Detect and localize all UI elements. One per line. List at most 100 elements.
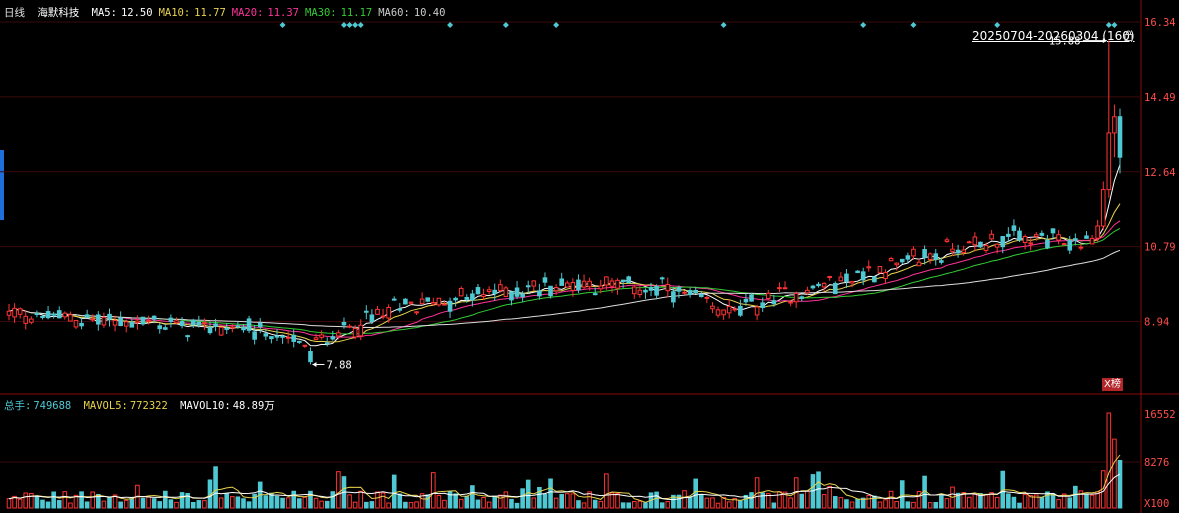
ma-legend-label: MA30: xyxy=(305,7,337,19)
ma-legend-value: 12.50 xyxy=(120,7,153,19)
candle-body xyxy=(1095,225,1100,239)
volume-bar xyxy=(358,490,364,509)
candle-body xyxy=(939,260,944,263)
candle-body xyxy=(860,271,866,281)
volume-bar xyxy=(6,498,12,509)
volume-bar xyxy=(56,500,62,509)
candle-body xyxy=(609,280,615,287)
candle-body xyxy=(252,331,257,340)
volume-bar xyxy=(280,497,285,509)
candle-body xyxy=(196,321,202,326)
volume-bar xyxy=(492,495,498,509)
ma-legend-item: MA60: 10.40 xyxy=(378,7,445,19)
candle-body xyxy=(1056,234,1061,241)
candle-body xyxy=(369,314,375,322)
candle-body xyxy=(872,276,877,283)
mavol10-line xyxy=(8,473,1121,501)
ma10-line xyxy=(8,203,1121,343)
candle-body xyxy=(849,280,855,284)
volume-bar xyxy=(866,494,872,509)
candle-body xyxy=(157,325,163,330)
volume-bar xyxy=(564,493,570,509)
candle-body xyxy=(263,333,269,337)
low-arrow-head xyxy=(312,361,317,367)
volume-bar xyxy=(832,496,838,509)
candle-body xyxy=(643,289,648,293)
candle-body xyxy=(816,283,821,287)
candle-body xyxy=(564,282,570,288)
candle-body xyxy=(375,308,380,315)
ma-legend-value: 11.17 xyxy=(340,7,373,19)
candle-body xyxy=(492,289,498,295)
volume-bar xyxy=(559,493,565,509)
candle-body xyxy=(352,328,358,338)
candle-body xyxy=(280,335,285,338)
volume-bar xyxy=(241,498,246,509)
mavol10-value: 48.89万 xyxy=(232,400,275,412)
volume-bar xyxy=(431,472,436,509)
volume-bar xyxy=(403,501,408,509)
candle-body xyxy=(51,313,56,316)
mavol5-line xyxy=(8,454,1121,503)
candle-body xyxy=(1033,234,1039,237)
candle-body xyxy=(190,319,196,326)
signal-marker xyxy=(502,22,509,28)
candle-body xyxy=(838,276,844,282)
candle-body xyxy=(302,344,308,347)
candle-body xyxy=(542,277,548,283)
candle-body xyxy=(592,293,598,296)
volume-bar xyxy=(391,474,397,509)
volume-bar xyxy=(860,497,866,509)
candle-body xyxy=(140,316,146,325)
candle-body xyxy=(246,318,252,331)
stock-name: 海默科技 xyxy=(37,7,80,19)
volume-bar xyxy=(1078,490,1084,509)
volume-bar xyxy=(1073,485,1078,509)
candle-body xyxy=(799,296,805,299)
volume-bar xyxy=(386,502,391,509)
ma-legend-label: MA5: xyxy=(91,7,117,19)
volume-bar xyxy=(944,498,950,509)
volume-bar xyxy=(771,502,777,509)
candle-body xyxy=(1039,232,1045,236)
volume-bar xyxy=(916,490,922,509)
volume-bar xyxy=(927,502,933,509)
volume-bar xyxy=(810,474,816,509)
candle-body xyxy=(777,287,782,290)
mavol5-label: MAVOL5: xyxy=(83,400,128,412)
ma60-line xyxy=(8,249,1121,329)
candle-body xyxy=(274,335,280,338)
candle-body xyxy=(598,285,604,290)
price-tick-label: 10.79 xyxy=(1144,242,1176,254)
volume-bar xyxy=(1011,496,1017,509)
lock-icon[interactable] xyxy=(1124,30,1133,41)
volume-label: 总手: xyxy=(4,400,32,412)
candle-body xyxy=(944,239,950,242)
candle-body xyxy=(341,321,347,326)
candle-body xyxy=(827,276,832,279)
signal-marker xyxy=(1105,22,1112,28)
candle-body xyxy=(213,323,218,327)
candle-body xyxy=(548,285,553,297)
volume-bar xyxy=(230,496,235,509)
candle-body xyxy=(319,334,324,338)
volume-bar xyxy=(849,501,855,509)
volume-bar xyxy=(503,491,509,509)
candle-body xyxy=(425,297,431,302)
candle-body xyxy=(419,298,425,305)
candle-body xyxy=(1084,235,1089,239)
volume-bar xyxy=(637,500,643,509)
volume-bar xyxy=(246,501,252,509)
candle-body xyxy=(732,308,738,311)
period-label: 日线 xyxy=(4,7,25,19)
volume-bar xyxy=(185,492,190,509)
volume-bar xyxy=(592,499,598,509)
volume-bar xyxy=(464,496,470,509)
price-tick-label: 16.34 xyxy=(1144,17,1176,29)
ma30-line xyxy=(8,227,1121,335)
signal-marker xyxy=(860,22,867,28)
rank-badge[interactable]: X榜 xyxy=(1102,378,1123,391)
date-range-label[interactable]: 20250704-20260304 (160) xyxy=(972,29,1135,43)
volume-bar xyxy=(73,494,79,509)
